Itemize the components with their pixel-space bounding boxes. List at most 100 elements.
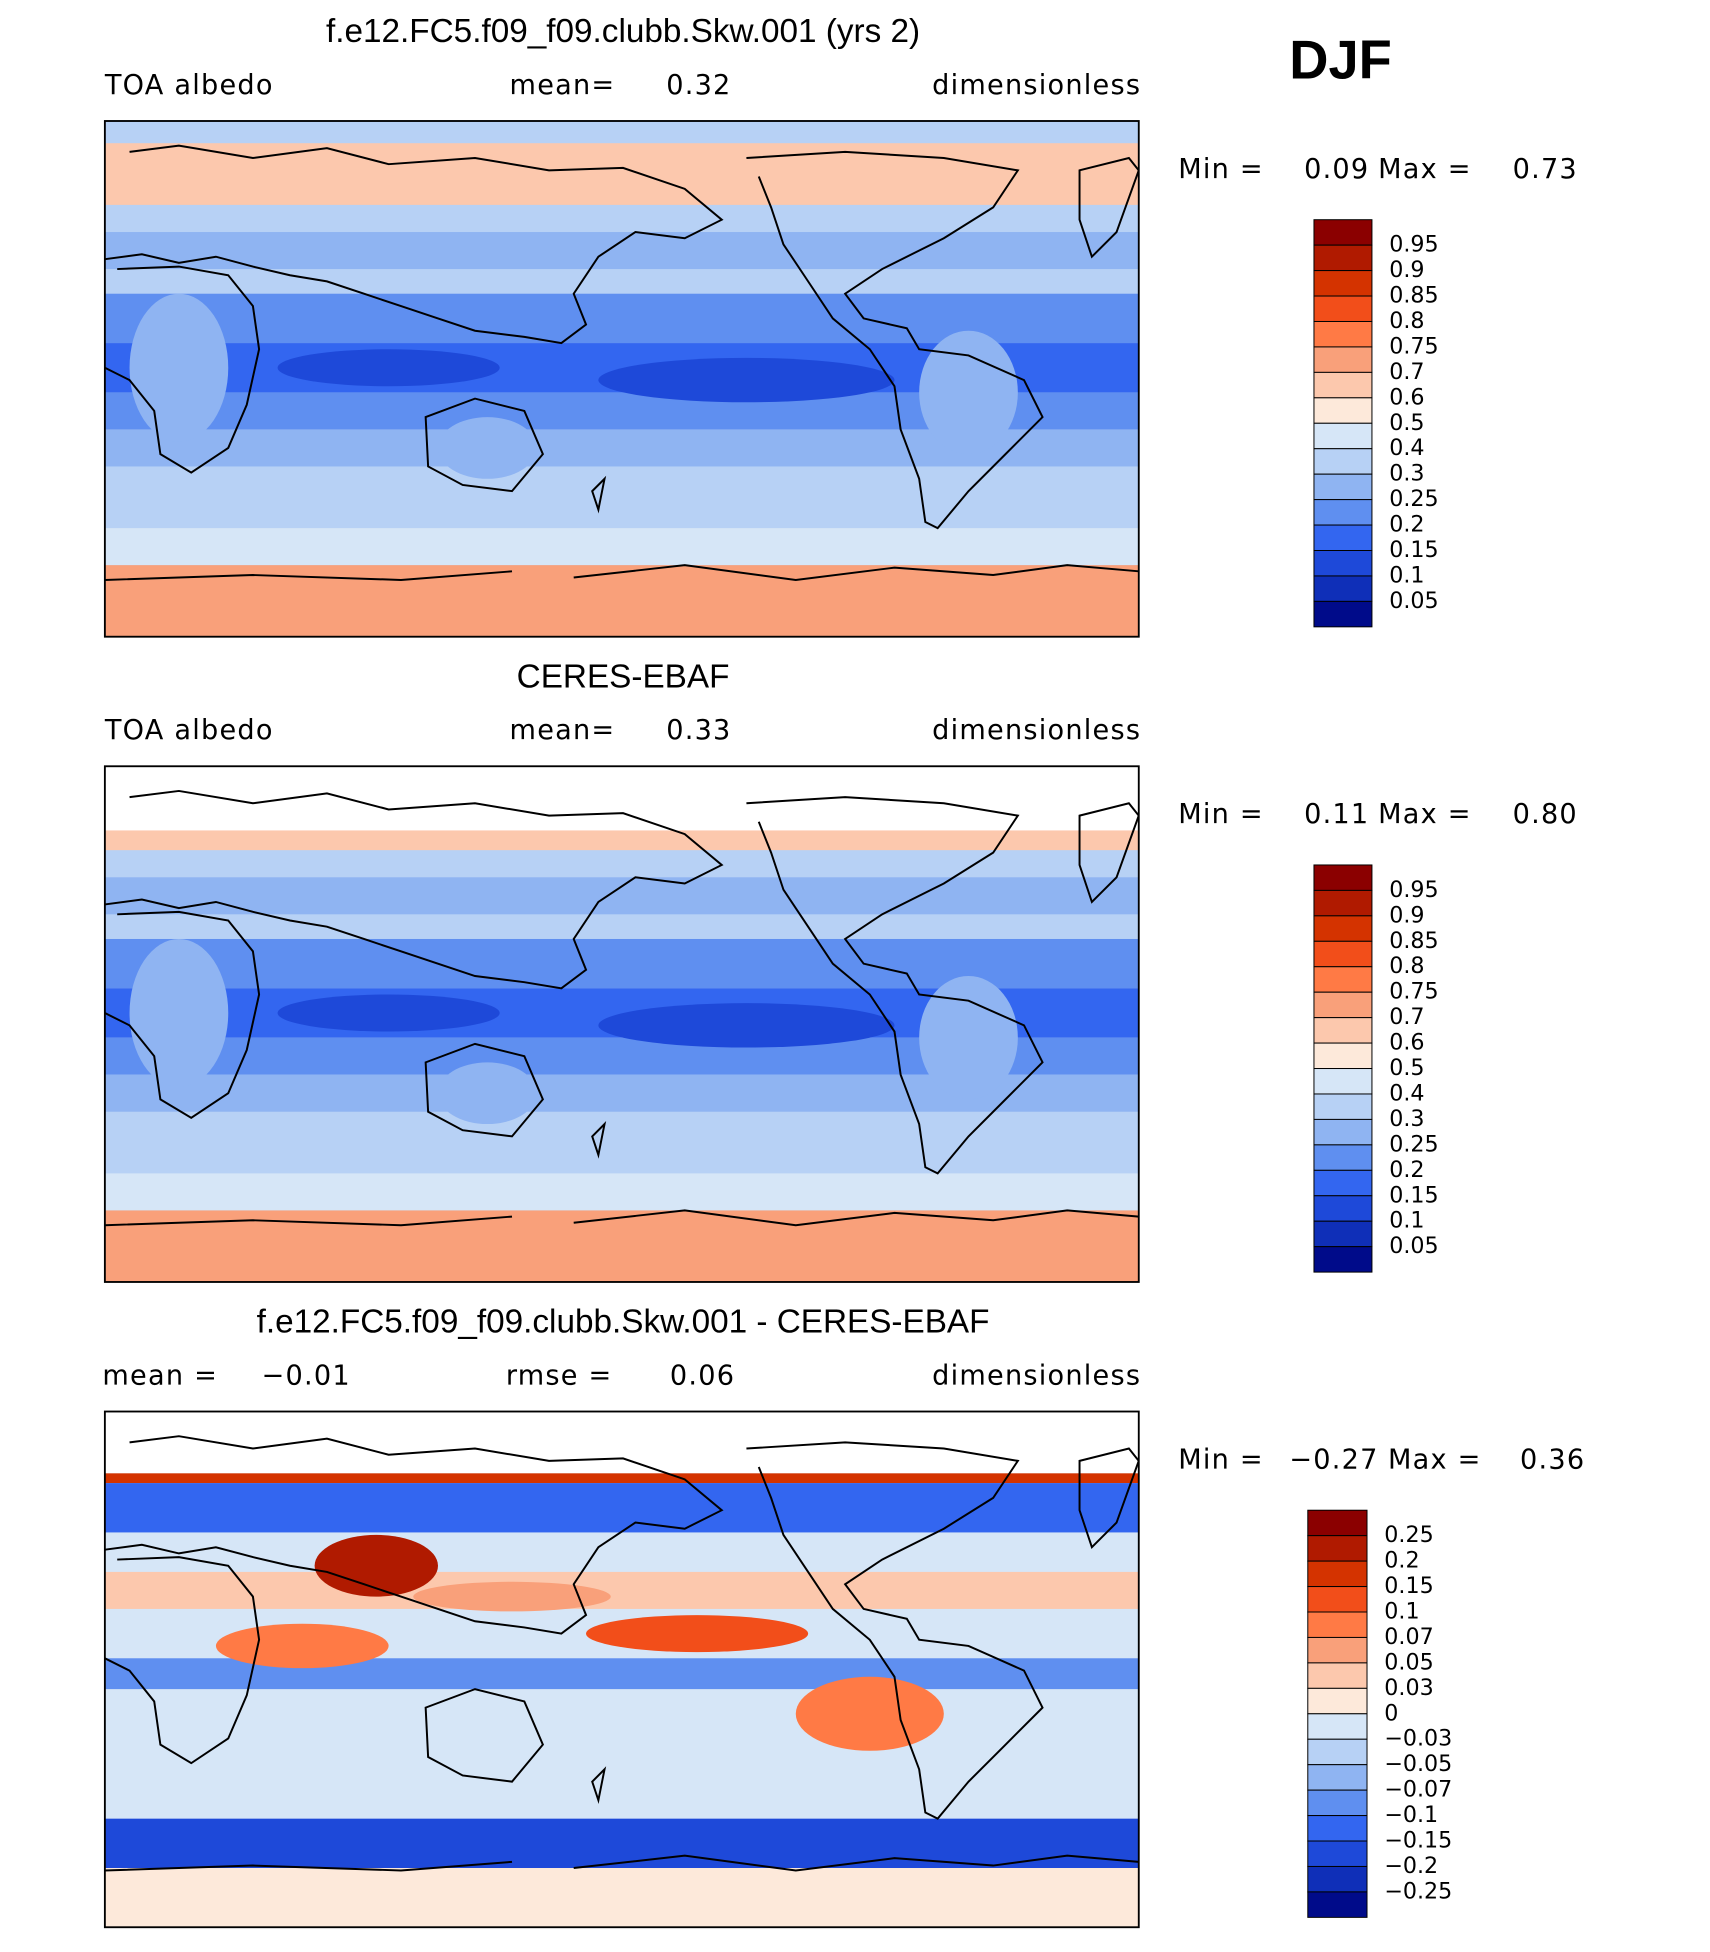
colorbar-label: 0.8	[1389, 953, 1424, 979]
colorbar-label: 0.25	[1389, 486, 1438, 512]
colorbar-label: 0.05	[1389, 1233, 1438, 1259]
colorbar-label: 0.1	[1389, 562, 1424, 588]
min-value: 0.11	[1304, 799, 1369, 830]
colorbar-label: 0.15	[1389, 1182, 1438, 1208]
colorbar-box	[1313, 244, 1373, 272]
colorbar-box	[1307, 1865, 1368, 1893]
colorbar-label: 0.7	[1389, 1004, 1424, 1030]
colorbar-box	[1307, 1636, 1368, 1664]
colorbar-label: 0.6	[1389, 1030, 1424, 1056]
colorbar-box	[1313, 320, 1373, 348]
panel: f.e12.FC5.f09_f09.clubb.Skw.001 (yrs 2) …	[104, 13, 1577, 638]
colorbar-label: −0.05	[1384, 1751, 1452, 1777]
max-value: 0.36	[1520, 1444, 1585, 1475]
colorbar-label: 0.03	[1384, 1675, 1433, 1701]
colorbar-label: −0.25	[1384, 1878, 1452, 1904]
panel: CERES-EBAF TOA albedo mean= 0.33 dimensi…	[103, 658, 1578, 1283]
colorbar-box	[1313, 295, 1373, 322]
colorbar-label: 0.5	[1389, 410, 1424, 436]
max-value: 0.80	[1513, 799, 1578, 830]
stat-label: mean=	[510, 70, 616, 101]
colorbar-box	[1313, 1246, 1373, 1273]
colorbar-label: −0.07	[1384, 1777, 1452, 1803]
colorbar-box	[1313, 346, 1373, 373]
colorbar-box	[1313, 991, 1373, 1019]
colorbar-label: 0.85	[1389, 928, 1438, 954]
colorbar-label: 0.25	[1384, 1522, 1433, 1548]
variable: TOA albedo	[104, 715, 274, 746]
colorbar-label: 0.4	[1389, 1080, 1424, 1106]
min-label: Min =	[1178, 1444, 1264, 1475]
colorbar-box	[1313, 397, 1373, 424]
map-frame	[103, 765, 1140, 1283]
colorbar-box	[1307, 1764, 1368, 1791]
colorbar-label: 0.05	[1384, 1649, 1433, 1675]
colorbar-box	[1313, 448, 1373, 475]
colorbar-box	[1307, 1713, 1368, 1740]
colorbar-box	[1307, 1560, 1368, 1588]
map	[104, 766, 1139, 1282]
colorbar-box	[1307, 1815, 1368, 1842]
stat-value: 0.32	[666, 70, 731, 101]
max-label: Max =	[1378, 799, 1472, 830]
map	[104, 1411, 1139, 1928]
colorbar-box	[1313, 1093, 1373, 1120]
colorbar-label: 0.2	[1389, 512, 1424, 538]
colorbar-label: 0.95	[1389, 232, 1438, 258]
colorbar-label: 0.3	[1389, 1106, 1424, 1132]
units: dimensionless	[932, 715, 1141, 746]
colorbar-label: 0.3	[1389, 461, 1424, 487]
colorbar-label: 0.75	[1389, 333, 1438, 359]
colorbar-label: 0.1	[1384, 1599, 1419, 1625]
colorbar-label: 0.25	[1389, 1131, 1438, 1157]
stat-value: 0.06	[670, 1360, 735, 1391]
colorbar-box	[1313, 915, 1373, 942]
colorbar-box	[1313, 422, 1373, 450]
stat-label: mean =	[102, 1360, 218, 1391]
units: dimensionless	[932, 70, 1141, 101]
colorbar-label: 0.6	[1389, 384, 1424, 410]
colorbar-label: 0.2	[1389, 1157, 1424, 1183]
colorbar-label: 0.5	[1389, 1055, 1424, 1081]
colorbar-box	[1313, 600, 1373, 628]
colorbar-box	[1307, 1789, 1368, 1817]
colorbar-box	[1307, 1586, 1368, 1613]
colorbar-box	[1313, 889, 1373, 917]
colorbar-label: 0.07	[1384, 1624, 1433, 1650]
min-value: −0.27	[1289, 1444, 1378, 1475]
colorbar-label: 0.8	[1389, 308, 1424, 334]
colorbar-box	[1313, 1169, 1373, 1197]
colorbar-box	[1313, 371, 1373, 399]
season: DJF	[1289, 30, 1392, 91]
colorbar-box	[1307, 1662, 1368, 1689]
map-frame	[103, 1410, 1140, 1929]
colorbar-box	[1313, 219, 1373, 246]
stat-label: rmse =	[506, 1360, 613, 1391]
colorbar-label: 0.15	[1389, 537, 1438, 563]
colorbar-box	[1307, 1611, 1368, 1638]
panel-title: f.e12.FC5.f09_f09.clubb.Skw.001 (yrs 2)	[326, 13, 920, 50]
colorbar-box	[1313, 1017, 1373, 1044]
colorbar-box	[1313, 270, 1373, 297]
max-label: Max =	[1388, 1444, 1482, 1475]
colorbar-box	[1307, 1840, 1368, 1867]
min-label: Min =	[1178, 799, 1264, 830]
colorbar-box	[1313, 473, 1373, 501]
colorbar-label: 0.7	[1389, 359, 1424, 385]
panel-title: CERES-EBAF	[517, 658, 730, 695]
colorbar-box	[1313, 966, 1373, 993]
colorbar-box	[1313, 524, 1373, 551]
stat-value: −0.01	[262, 1360, 351, 1391]
panel: f.e12.FC5.f09_f09.clubb.Skw.001 - CERES-…	[102, 1304, 1585, 1929]
colorbar-box	[1313, 1144, 1373, 1171]
map	[104, 121, 1139, 637]
colorbar-box	[1313, 1220, 1373, 1248]
variable: TOA albedo	[104, 70, 274, 101]
colorbar-label: 0.9	[1389, 902, 1424, 928]
colorbar-label: 0.95	[1389, 877, 1438, 903]
colorbar-box	[1313, 1195, 1373, 1222]
colorbar-label: 0.05	[1389, 588, 1438, 614]
colorbar-label: −0.2	[1384, 1853, 1438, 1879]
colorbar-label: 0.9	[1389, 257, 1424, 283]
